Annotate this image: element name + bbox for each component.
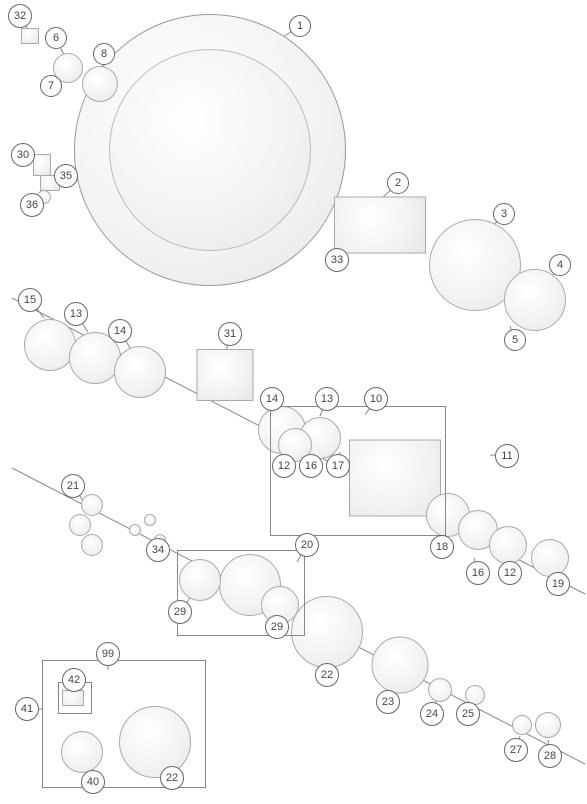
part-bolt-34b: [144, 514, 156, 526]
callout-5: 5: [504, 329, 526, 351]
callout-12b: 12: [498, 561, 522, 585]
callout-32: 32: [8, 4, 32, 28]
callout-19: 19: [546, 572, 570, 596]
callout-17: 17: [326, 454, 350, 478]
part-nut-24: [428, 678, 452, 702]
callout-24: 24: [420, 702, 444, 726]
part-ring-15: [24, 319, 76, 371]
callout-31: 31: [218, 322, 242, 346]
callout-99: 99: [96, 642, 120, 666]
callout-30: 30: [11, 143, 35, 167]
callout-1: 1: [289, 15, 311, 37]
part-disc-4: [504, 269, 566, 331]
callout-40: 40: [81, 770, 105, 794]
callout-16a: 16: [299, 454, 323, 478]
callout-23: 23: [376, 690, 400, 714]
callout-21: 21: [61, 474, 85, 498]
part-nut-27: [512, 715, 532, 735]
callout-27: 27: [504, 738, 528, 762]
callout-14a: 14: [108, 319, 132, 343]
part-clip-32: [21, 28, 39, 44]
callout-22a: 22: [315, 663, 339, 687]
part-axle-2: [334, 197, 426, 254]
callout-34: 34: [146, 538, 170, 562]
callout-42: 42: [62, 668, 86, 692]
callout-35: 35: [54, 164, 78, 188]
callout-10: 10: [364, 387, 388, 411]
callout-36: 36: [20, 193, 44, 217]
callout-12a: 12: [272, 454, 296, 478]
part-stud-21b: [69, 514, 91, 536]
part-bolt-34a: [129, 524, 141, 536]
part-ring-14a: [114, 346, 166, 398]
callout-33: 33: [325, 248, 349, 272]
callout-41: 41: [15, 697, 39, 721]
callout-29a: 29: [168, 600, 192, 624]
callout-25: 25: [456, 702, 480, 726]
callout-2: 2: [387, 172, 409, 194]
callout-14b: 14: [260, 387, 284, 411]
callout-20: 20: [295, 533, 319, 557]
group-box-box-10: [270, 406, 446, 536]
callout-18: 18: [430, 535, 454, 559]
part-hub-8: [82, 66, 118, 102]
part-stud-21c: [81, 534, 103, 556]
callout-16b: 16: [466, 561, 490, 585]
callout-6: 6: [45, 27, 67, 49]
part-ring-19: [531, 539, 569, 577]
callout-13b: 13: [315, 387, 339, 411]
callout-4: 4: [549, 254, 571, 276]
callout-11: 11: [495, 444, 519, 468]
callout-28: 28: [538, 744, 562, 768]
callout-15: 15: [18, 288, 42, 312]
callout-3: 3: [493, 203, 515, 225]
part-ring-12b: [489, 526, 527, 564]
part-wheel-inner: [109, 49, 311, 251]
part-flange-23: [372, 637, 429, 694]
callout-29b: 29: [265, 615, 289, 639]
callout-22b: 22: [160, 766, 184, 790]
part-caliper-31: [197, 349, 254, 401]
callout-7: 7: [40, 75, 62, 97]
callout-13a: 13: [64, 302, 88, 326]
callout-8: 8: [93, 43, 115, 65]
part-nut-28: [535, 712, 561, 738]
part-stud-21a: [81, 494, 103, 516]
part-sensor-30: [33, 154, 51, 176]
